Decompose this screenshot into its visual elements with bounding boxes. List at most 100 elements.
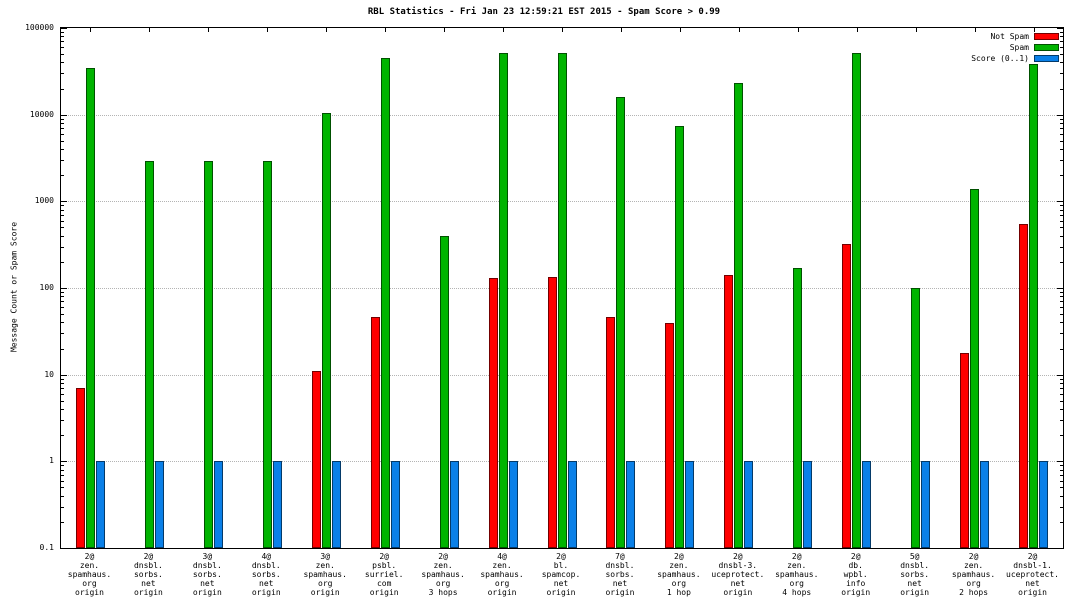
y-minor-tick (1060, 521, 1063, 523)
y-minor-tick (1060, 133, 1063, 135)
x-tick-label: 4@ dnsbl. sorbs. net origin (231, 552, 301, 597)
x-tick-label-line: 2@ (732, 552, 743, 561)
y-minor-tick (1060, 393, 1063, 395)
x-tick-top (974, 28, 976, 32)
y-minor-tick (61, 235, 64, 237)
x-tick-label-line: dnsbl-3. (718, 561, 758, 570)
bar-spam (911, 288, 921, 548)
x-tick-label-line: 2@ (791, 552, 802, 561)
y-minor-tick (1060, 54, 1063, 56)
x-tick-label-line: net (612, 579, 628, 588)
y-minor-tick (61, 393, 64, 395)
y-minor-tick (1060, 88, 1063, 90)
x-tick-label-line: 1 hop (666, 588, 691, 597)
y-minor-tick (1060, 159, 1063, 161)
x-tick-label-line: dnsbl. (251, 561, 281, 570)
x-tick-label-line: 2@ (850, 552, 861, 561)
x-tick-top (267, 28, 269, 32)
x-tick-label-line: 4@ (261, 552, 272, 561)
x-tick-label-line: 4 hops (782, 588, 812, 597)
bar-spam (85, 67, 95, 548)
x-tick-top (385, 28, 387, 32)
x-tick-top (856, 28, 858, 32)
y-minor-tick (61, 54, 64, 56)
x-tick-label-line: 7@ (615, 552, 625, 561)
y-tick-label: 1 (49, 456, 54, 466)
y-major-tick (61, 461, 67, 463)
bar-not-spam (547, 276, 557, 548)
y-minor-tick (1060, 322, 1063, 324)
x-tick-label-line: sorbs. (192, 570, 222, 579)
x-tick-label-line: psbl. (372, 561, 397, 570)
bar-score-0-1 (980, 461, 990, 548)
x-tick-label: 2@ dnsbl-1. uceprotect. net origin (998, 552, 1068, 597)
y-minor-tick (1060, 506, 1063, 508)
x-tick-label-line: sorbs. (133, 570, 163, 579)
x-tick-label: 2@ dnsbl-3. uceprotect. net origin (703, 552, 773, 597)
y-minor-tick (1060, 348, 1063, 350)
x-tick-label-line: spamhaus. (421, 570, 465, 579)
x-tick-label-line: 3@ (202, 552, 213, 561)
y-minor-tick (61, 88, 64, 90)
x-tick-label-line: 2@ (84, 552, 95, 561)
x-tick-label-line: 3@ (320, 552, 331, 561)
x-tick-label: 2@ zen. spamhaus. org 2 hops (939, 552, 1009, 597)
x-tick-label: 3@ dnsbl. sorbs. net origin (172, 552, 242, 597)
y-minor-tick (61, 159, 64, 161)
y-minor-tick (1060, 123, 1063, 125)
x-tick-label-line: uceprotect. (1006, 570, 1059, 579)
x-tick-label-line: 2@ (143, 552, 154, 561)
bar-not-spam (606, 317, 616, 548)
y-minor-tick (1060, 41, 1063, 43)
x-tick-top (915, 28, 917, 32)
y-minor-tick (1060, 383, 1063, 385)
bar-not-spam (665, 322, 675, 548)
x-tick-label-line: 2@ (438, 552, 448, 561)
bar-score-0-1 (626, 461, 636, 548)
y-minor-tick (61, 47, 64, 49)
bar-score-0-1 (95, 461, 105, 548)
x-tick-top (562, 28, 563, 32)
x-tick-top (208, 28, 210, 32)
y-minor-tick (61, 435, 64, 437)
bar-not-spam (370, 317, 380, 548)
bar-score-0-1 (1039, 461, 1049, 548)
x-tick-label-line: zen. (315, 561, 335, 570)
bar-score-0-1 (862, 461, 872, 548)
y-minor-tick (61, 383, 64, 385)
bar-spam (1029, 64, 1039, 548)
x-tick-label-line: dnsbl. (192, 561, 222, 570)
x-tick-top (1033, 28, 1035, 32)
x-tick-label-line: sorbs. (605, 570, 635, 579)
y-minor-tick (1060, 47, 1063, 49)
y-minor-tick (1060, 487, 1063, 489)
y-minor-tick (1060, 73, 1063, 75)
x-tick-label-line: org (966, 579, 981, 588)
y-minor-tick (1060, 175, 1063, 177)
legend-swatch-spam (1034, 44, 1059, 51)
x-tick-label: 2@ zen. spamhaus. org origin (54, 552, 124, 597)
bar-not-spam (1019, 223, 1029, 548)
legend-item-spam: Spam (971, 42, 1059, 53)
y-minor-tick (61, 469, 64, 471)
y-tick-label: 10 (44, 369, 54, 379)
x-tick-top (90, 28, 92, 32)
y-tick-label: 100000 (25, 23, 54, 32)
x-tick-top (620, 28, 622, 32)
y-major-tick (61, 114, 67, 116)
x-tick-label-line: origin (605, 588, 635, 597)
bar-score-0-1 (508, 461, 518, 548)
bar-not-spam (724, 275, 734, 548)
x-tick-label-line: net (141, 579, 156, 588)
x-tick-label: 4@ zen. spamhaus. org origin (467, 552, 537, 597)
bar-not-spam (842, 244, 852, 548)
x-tick-label-line: spamhaus. (951, 570, 996, 579)
x-tick-label-line: zen. (492, 561, 512, 570)
y-tick-label: 0.1 (39, 543, 54, 552)
x-tick-label-line: db. (848, 561, 863, 570)
y-minor-tick (61, 36, 64, 38)
bar-spam (793, 268, 803, 548)
bar-score-0-1 (803, 461, 813, 548)
y-major-tick (1057, 201, 1063, 203)
y-minor-tick (1060, 333, 1063, 335)
